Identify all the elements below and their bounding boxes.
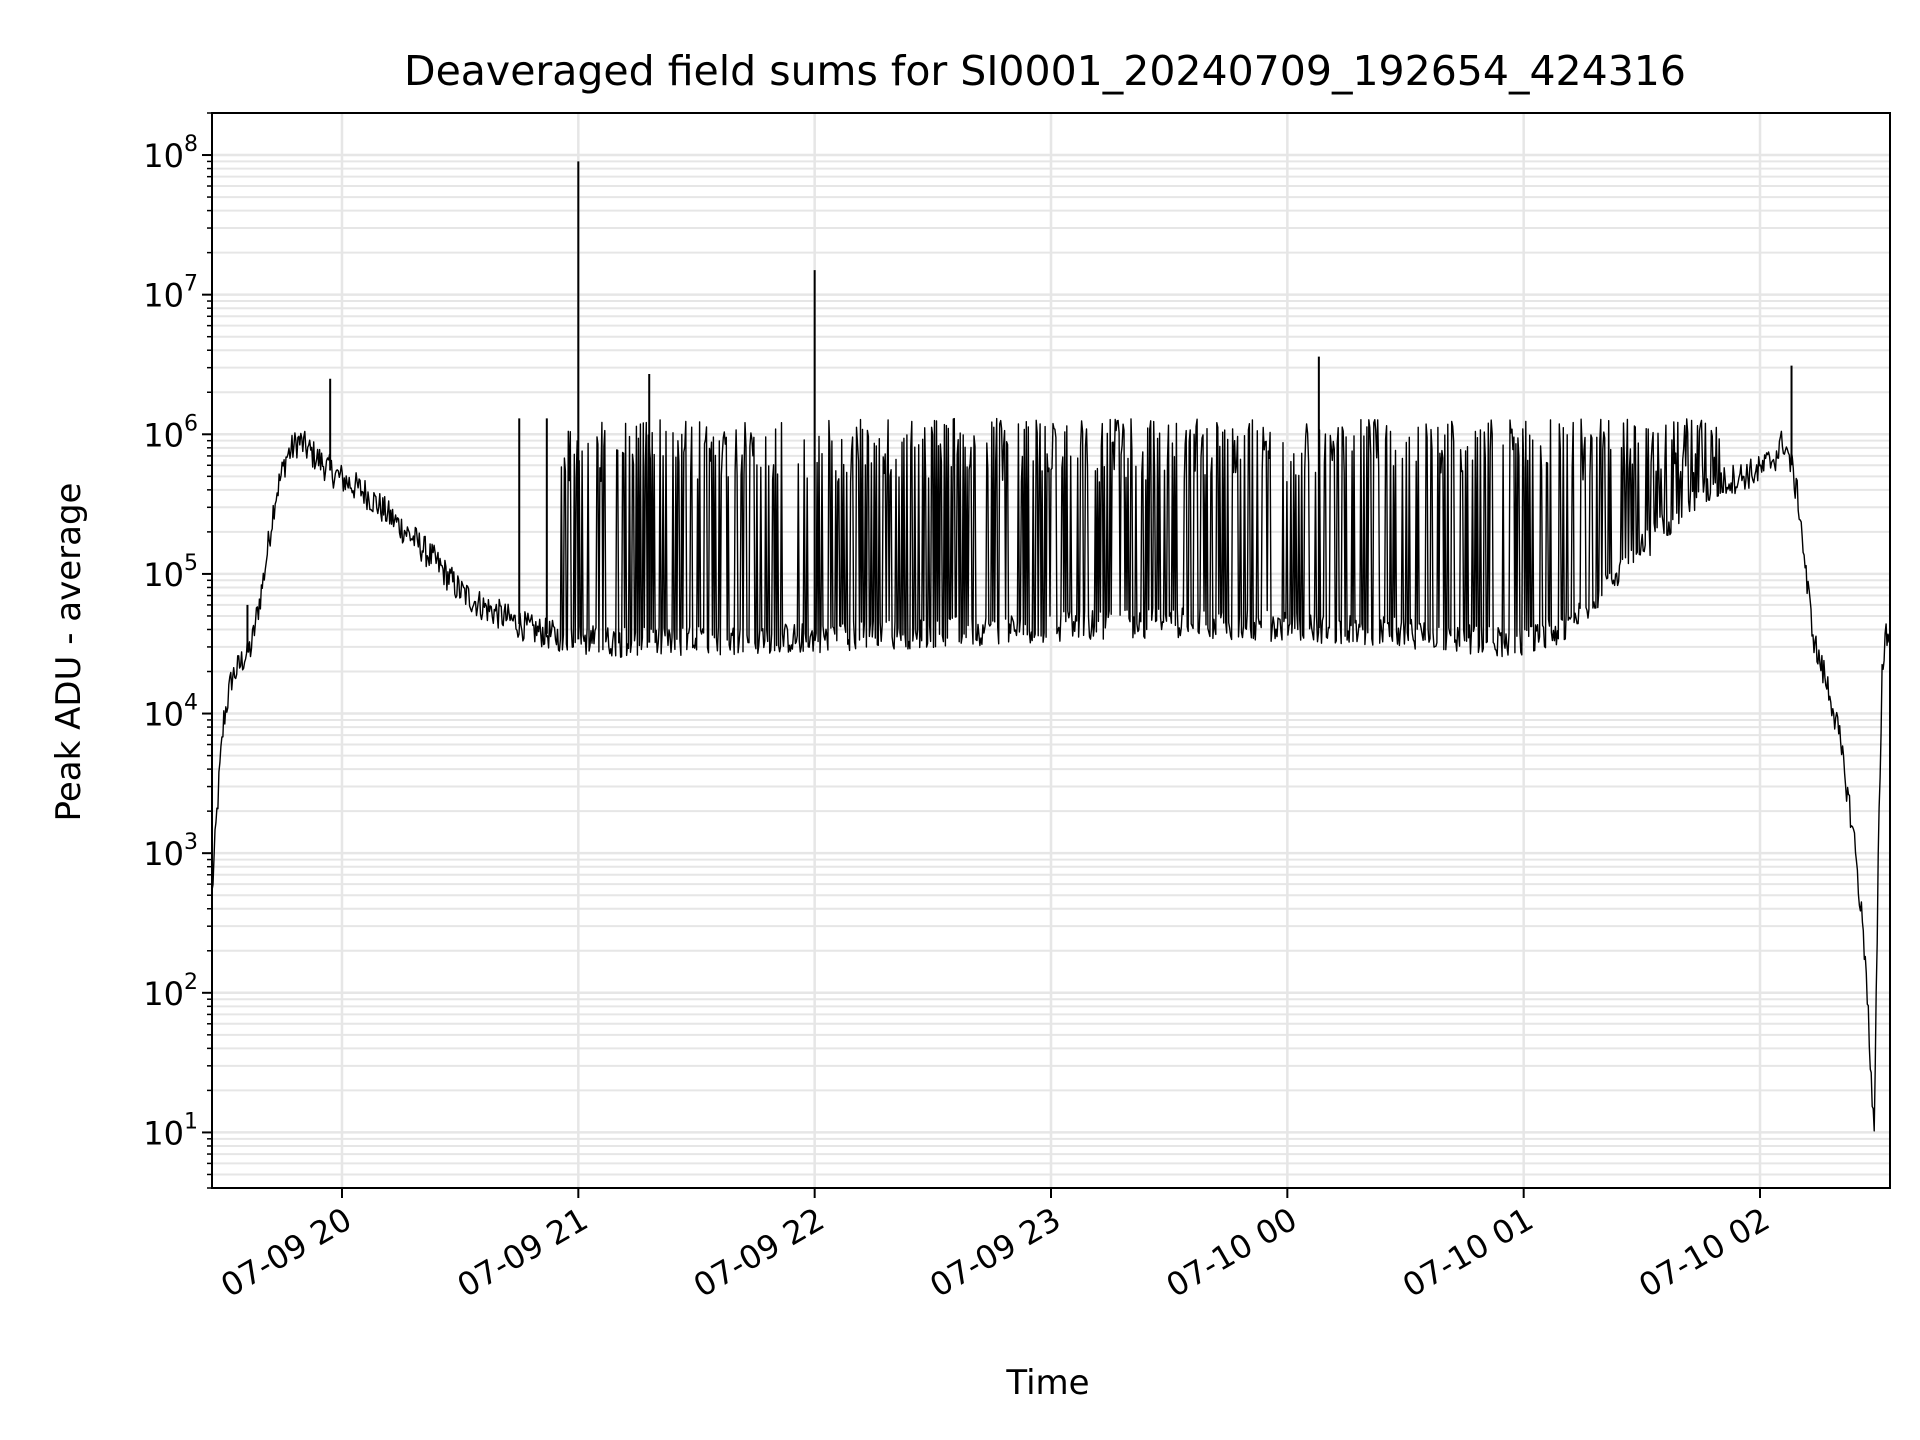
x-tick-label: 07-10 01 [1396,1200,1540,1305]
y-tick-label: 106 [143,411,198,454]
grid [212,112,1890,1189]
y-tick-label: 103 [143,830,198,873]
series-line [211,417,1891,1132]
x-tick-label: 07-09 21 [451,1200,595,1305]
x-tick-label: 07-10 00 [1160,1200,1304,1305]
x-tick-label: 07-10 02 [1632,1200,1776,1305]
y-axis: 101 102 103 104 105 106 107 108 [143,112,212,1189]
y-axis-label: Peak ADU - average [49,483,89,822]
y-tick-label: 101 [143,1109,198,1152]
x-tick-label: 07-09 22 [687,1200,831,1305]
x-tick-label: 07-09 23 [923,1200,1067,1305]
chart-title: Deaveraged field sums for SI0001_2024070… [404,47,1686,95]
y-tick-label: 105 [143,551,198,594]
plot-area [211,161,1891,1132]
x-axis: 07-09 20 07-09 21 07-09 22 07-09 23 07-10 00… [214,1188,1776,1305]
x-axis-label: Time [1005,1363,1089,1403]
y-tick-label: 108 [143,132,198,175]
y-tick-label: 102 [143,970,198,1013]
x-tick-label: 07-09 20 [214,1200,358,1305]
y-tick-label: 107 [143,272,198,315]
y-tick-label: 104 [143,691,198,734]
